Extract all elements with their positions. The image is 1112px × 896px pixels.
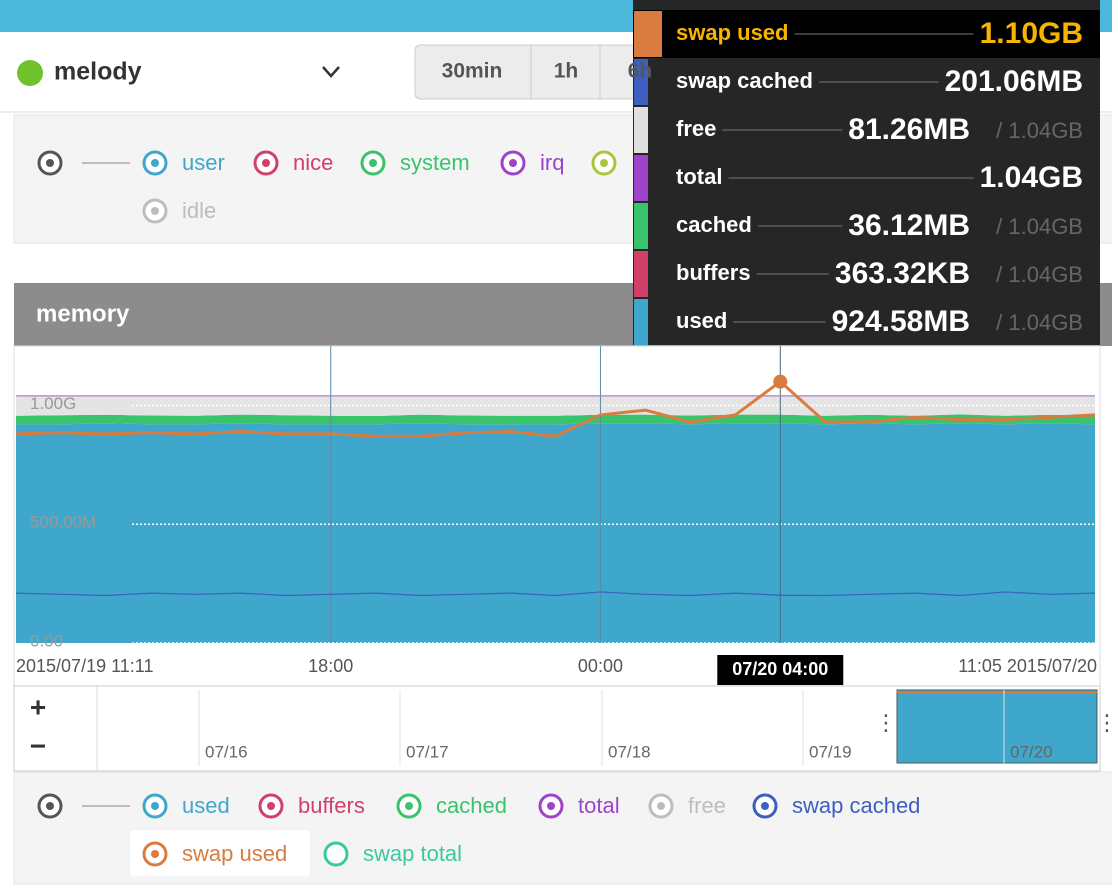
range-button[interactable]: 30min [442, 60, 503, 83]
legend-label[interactable]: swap total [363, 841, 462, 866]
tooltip-value: 81.26MB [848, 113, 970, 146]
legend-label[interactable]: user [182, 150, 225, 175]
legend-dot [547, 802, 555, 810]
line [15, 379, 1096, 438]
tooltip-total: / 1.04GB [996, 262, 1083, 287]
legend-label[interactable]: total [578, 793, 620, 818]
navigator-label: 07/20 [1010, 742, 1053, 761]
tooltip-total: / 1.04GB [996, 118, 1083, 143]
legend-dot [151, 159, 159, 167]
legend-selected [130, 830, 310, 876]
tooltip-value: 363.32KB [835, 257, 970, 290]
legend-dot [405, 802, 413, 810]
y-tick-label: 500.00M [30, 513, 96, 532]
legend-ring [323, 841, 349, 867]
tooltip-value: 1.04GB [980, 161, 1083, 194]
legend-dot [46, 802, 54, 810]
tooltip-name: buffers [676, 260, 751, 285]
navigator-label: 07/18 [608, 742, 651, 761]
handle[interactable]: ⋮ [1096, 710, 1112, 735]
range-button[interactable]: 6h [628, 60, 653, 83]
navigator-label: 07/19 [809, 742, 852, 761]
zoom-out[interactable]: − [30, 730, 46, 761]
legend-dot [267, 802, 275, 810]
tooltip-swatch [634, 59, 648, 105]
tooltip-name: cached [676, 212, 752, 237]
x-tick-label: 07/20 04:00 [732, 659, 828, 679]
legend-dot [657, 802, 665, 810]
x-tick-label: 18:00 [308, 656, 353, 676]
tooltip-name: total [676, 164, 722, 189]
tooltip-value: 924.58MB [832, 305, 970, 338]
tooltip-swatch [634, 251, 648, 297]
tooltip-swatch [634, 299, 648, 345]
tooltip-value: 36.12MB [848, 209, 970, 242]
line [15, 591, 1096, 597]
navigator-window[interactable] [896, 689, 1098, 764]
x-tick-label: 2015/07/19 11:11 [16, 656, 153, 676]
tooltip-swatch [634, 11, 662, 57]
hover-point [773, 374, 788, 389]
tooltip-name: free [676, 116, 716, 141]
tooltip-name: swap used [676, 20, 788, 45]
legend-label[interactable]: irq [540, 150, 564, 175]
y-tick-label: 0.00 [30, 631, 63, 650]
legend-dot [151, 802, 159, 810]
area [16, 423, 1095, 643]
legend-label[interactable]: cached [436, 793, 507, 818]
legend-label[interactable]: buffers [298, 793, 365, 818]
legend-label[interactable]: swap used [182, 841, 287, 866]
tooltip-swatch [634, 155, 648, 201]
legend-dot [262, 159, 270, 167]
status-dot [17, 60, 43, 86]
legend-dot [151, 850, 159, 858]
legend-label[interactable]: free [688, 793, 726, 818]
legend-dot [151, 207, 159, 215]
legend-dot [761, 802, 769, 810]
legend-dot [46, 159, 54, 167]
range-button[interactable]: 1h [554, 60, 579, 83]
y-tick-label: 1.00G [30, 394, 76, 413]
navigator-label: 07/17 [406, 742, 449, 761]
legend-label[interactable]: used [182, 793, 230, 818]
x-tick-label: 11:05 2015/07/20 [958, 656, 1097, 676]
legend-dot [600, 159, 608, 167]
tooltip-total: / 1.04GB [996, 310, 1083, 335]
x-tick-label: 00:00 [578, 656, 623, 676]
panel-title: memory [36, 300, 130, 327]
legend-dot [509, 159, 517, 167]
zoom-in[interactable]: + [30, 691, 46, 722]
legend-dot [369, 159, 377, 167]
tooltip: swap used 1.10GB swap cached 201.06MB free 81… [633, 0, 1100, 345]
tooltip-total: / 1.04GB [996, 214, 1083, 239]
legend-label[interactable]: swap cached [792, 793, 920, 818]
tooltip-swatch [634, 203, 648, 249]
legend-label[interactable]: nice [293, 150, 333, 175]
host-name[interactable]: melody [54, 58, 142, 86]
tooltip-value: 201.06MB [945, 65, 1083, 98]
legend-label[interactable]: idle [182, 198, 216, 223]
tooltip-swatch [634, 107, 648, 153]
handle[interactable]: ⋮ [875, 710, 897, 735]
tooltip-name: swap cached [676, 68, 813, 93]
area [16, 395, 1095, 416]
legend-label[interactable]: system [400, 150, 470, 175]
dropdown[interactable] [322, 66, 340, 78]
tooltip-value: 1.10GB [980, 17, 1083, 50]
plot: 0.00 500.00M 1.00G 2015/07/19 11:11 18:00 00:… [15, 346, 1097, 685]
tooltip-name: used [676, 308, 727, 333]
hover-label-bg [717, 655, 844, 685]
navigator-label: 07/16 [205, 742, 248, 761]
